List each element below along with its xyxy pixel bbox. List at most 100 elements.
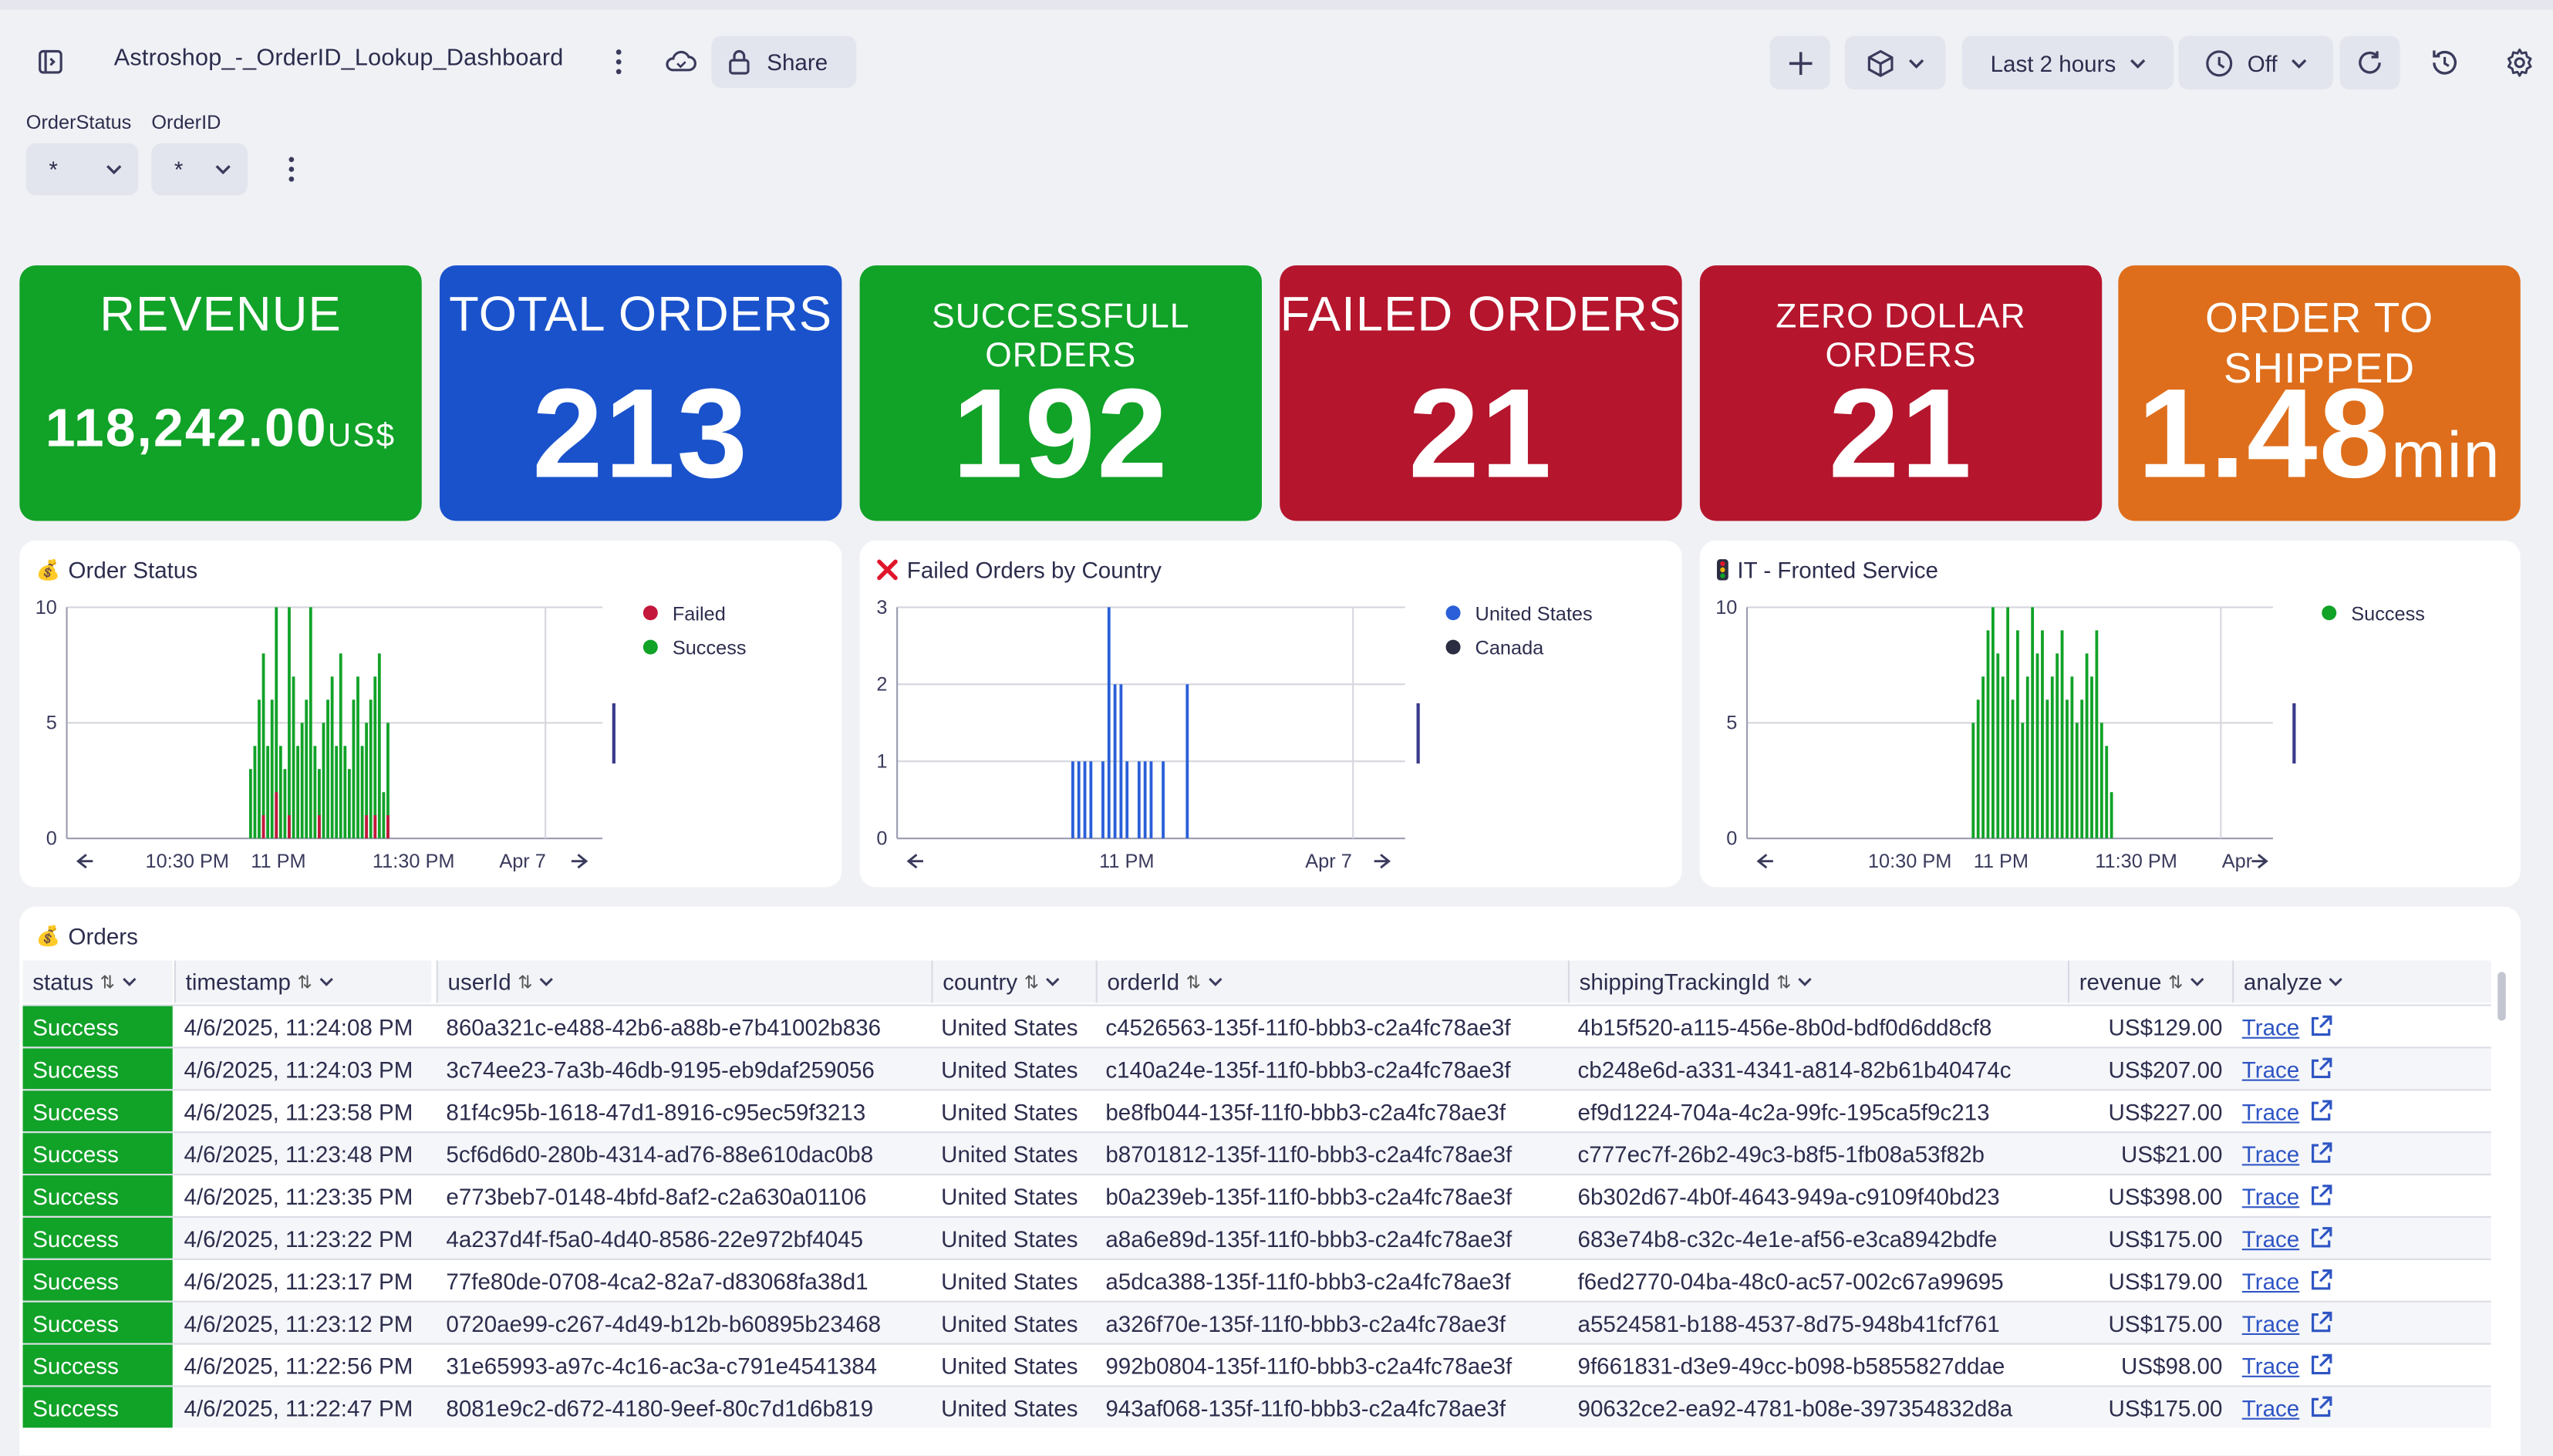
column-header-orderid[interactable]: orderId ⇅ [1095, 960, 1568, 1003]
auto-refresh-selector[interactable]: Off [2178, 35, 2334, 90]
column-header-status[interactable]: status ⇅ [22, 960, 173, 1003]
table-row[interactable]: Success 4/6/2025, 11:23:58 PM 81f4c95b-161… [22, 1089, 2491, 1132]
chevron-down-icon[interactable] [1207, 977, 1222, 987]
cell-analyze[interactable]: Trace [2232, 1387, 2491, 1428]
kpi-order-to-shipped-tile[interactable]: ORDER TO SHIPPED 1.48min [2118, 265, 2521, 521]
trace-link[interactable]: Trace [2241, 1013, 2300, 1040]
cell-analyze[interactable]: Trace [2232, 1218, 2491, 1259]
external-link-icon[interactable] [2309, 1395, 2334, 1420]
add-tile-button[interactable] [1769, 35, 1830, 90]
bar-united-states [1077, 761, 1081, 839]
column-header-shippingtrackingid[interactable]: shippingTrackingId ⇅ [1567, 960, 2068, 1003]
legend-item-success[interactable]: Success [642, 630, 747, 664]
chevron-down-icon[interactable] [1798, 977, 1813, 987]
sort-icon[interactable]: ⇅ [1024, 972, 1040, 993]
table-row[interactable]: Success 4/6/2025, 11:22:56 PM 31e65993-a97… [22, 1343, 2491, 1386]
column-header-country[interactable]: country ⇅ [931, 960, 1096, 1003]
order-status-chart[interactable]: 10 5 0 10:30 PM 11 PM 11:30 PM Apr 7 [19, 541, 841, 888]
sort-icon[interactable]: ⇅ [518, 972, 533, 993]
kpi-zero-dollar-orders-tile[interactable]: ZERO DOLLAR ORDERS 21 [1699, 265, 2103, 521]
chevron-down-icon[interactable] [121, 977, 136, 987]
chevron-down-icon[interactable] [1046, 977, 1061, 987]
column-header-timestamp[interactable]: timestamp ⇅ [174, 960, 432, 1003]
segments-dropdown[interactable] [1844, 35, 1946, 90]
cell-analyze[interactable]: Trace [2232, 1006, 2491, 1047]
sort-icon[interactable]: ⇅ [297, 972, 312, 993]
sort-icon[interactable]: ⇅ [1776, 972, 1792, 993]
external-link-icon[interactable] [2309, 1353, 2334, 1377]
external-link-icon[interactable] [2309, 1014, 2334, 1039]
trace-link[interactable]: Trace [2241, 1140, 2300, 1167]
bar-success [258, 699, 261, 839]
cell-analyze[interactable]: Trace [2232, 1090, 2491, 1131]
y-tick-label: 2 [876, 674, 887, 696]
external-link-icon[interactable] [2309, 1141, 2334, 1166]
bar-success [2056, 653, 2059, 839]
cell-analyze[interactable]: Trace [2232, 1345, 2491, 1386]
table-row[interactable]: Success 4/6/2025, 11:23:35 PM e773beb7-014… [22, 1174, 2491, 1216]
table-row[interactable]: Success 4/6/2025, 11:23:22 PM 4a237d4f-f5a… [22, 1215, 2491, 1259]
table-row[interactable]: Success 4/6/2025, 11:23:12 PM 0720ae99-c26… [22, 1300, 2491, 1343]
trace-link[interactable]: Trace [2241, 1352, 2300, 1378]
chevron-down-icon[interactable] [539, 977, 554, 987]
cell-analyze[interactable]: Trace [2232, 1260, 2491, 1301]
trace-link[interactable]: Trace [2241, 1309, 2300, 1336]
dashboard-title: Astroshop_-_OrderID_Lookup_Dashboard [113, 46, 564, 72]
refresh-button[interactable] [2339, 35, 2400, 90]
legend-dot-success [2322, 605, 2337, 621]
legend-item-success[interactable]: Success [2322, 596, 2425, 630]
filter-more-icon[interactable] [275, 153, 308, 185]
external-link-icon[interactable] [2309, 1268, 2334, 1293]
trace-link[interactable]: Trace [2241, 1182, 2300, 1209]
frontend-service-chart[interactable]: 10 5 0 10:30 PM 11 PM 11:30 PM Apr [1700, 541, 2521, 888]
trace-link[interactable]: Trace [2241, 1394, 2300, 1421]
bar-success [2011, 699, 2015, 839]
external-link-icon[interactable] [2309, 1310, 2334, 1335]
bar-success [335, 746, 339, 839]
legend-item-failed[interactable]: Failed [642, 596, 747, 630]
table-row[interactable]: Success 4/6/2025, 11:24:08 PM 860a321c-e48… [22, 1004, 2491, 1047]
trace-link[interactable]: Trace [2241, 1097, 2300, 1124]
table-row[interactable]: Success 4/6/2025, 11:23:17 PM 77fe80de-070… [22, 1258, 2491, 1301]
share-button[interactable]: Share [711, 35, 857, 88]
cell-analyze[interactable]: Trace [2232, 1175, 2491, 1216]
column-header-revenue[interactable]: revenue ⇅ [2067, 960, 2233, 1003]
kpi-successful-orders-tile[interactable]: SUCCESSFULL ORDERS 192 [859, 265, 1262, 521]
table-row[interactable]: Success 4/6/2025, 11:24:03 PM 3c74ee23-7a3… [22, 1046, 2491, 1090]
trace-link[interactable]: Trace [2241, 1225, 2300, 1252]
external-link-icon[interactable] [2309, 1226, 2334, 1251]
table-scrollbar[interactable] [2497, 972, 2506, 1021]
history-icon[interactable] [2424, 44, 2464, 79]
sort-icon[interactable]: ⇅ [2167, 972, 2184, 993]
sort-icon[interactable]: ⇅ [99, 972, 115, 993]
expand-sidebar-icon[interactable] [32, 44, 68, 79]
trace-link[interactable]: Trace [2241, 1055, 2300, 1082]
orderid-filter-select[interactable]: * [151, 143, 248, 196]
timeframe-selector[interactable]: Last 2 hours [1961, 35, 2174, 90]
external-link-icon[interactable] [2309, 1057, 2334, 1081]
legend-item-united-states[interactable]: United States [1445, 596, 1593, 630]
external-link-icon[interactable] [2309, 1184, 2334, 1208]
cell-analyze[interactable]: Trace [2232, 1133, 2491, 1174]
cloud-sync-icon[interactable] [661, 44, 700, 79]
kpi-total-orders-tile[interactable]: TOTAL ORDERS 213 [439, 265, 842, 521]
sort-icon[interactable]: ⇅ [1185, 972, 1201, 993]
chevron-down-icon[interactable] [2329, 977, 2343, 987]
legend-item-canada[interactable]: Canada [1445, 630, 1593, 664]
failed-orders-chart[interactable]: 3 2 1 0 11 PM Apr 7 [860, 541, 1682, 888]
column-header-analyze[interactable]: analyze [2232, 960, 2491, 1003]
table-row[interactable]: Success 4/6/2025, 11:22:47 PM 8081e9c2-d67… [22, 1385, 2491, 1428]
kpi-revenue-tile[interactable]: REVENUE 118,242.00US$ [19, 265, 422, 521]
settings-gear-icon[interactable] [2499, 44, 2538, 79]
cell-analyze[interactable]: Trace [2232, 1048, 2491, 1089]
chevron-down-icon[interactable] [319, 977, 333, 987]
column-header-userid[interactable]: userId ⇅ [436, 960, 932, 1003]
trace-link[interactable]: Trace [2241, 1267, 2300, 1294]
cell-analyze[interactable]: Trace [2232, 1303, 2491, 1343]
more-vertical-icon[interactable] [601, 44, 636, 79]
orderstatus-filter-select[interactable]: * [25, 143, 139, 196]
table-row[interactable]: Success 4/6/2025, 11:23:48 PM 5cf6d6d0-280… [22, 1131, 2491, 1175]
kpi-failed-orders-tile[interactable]: FAILED ORDERS 21 [1280, 265, 1682, 521]
external-link-icon[interactable] [2309, 1099, 2334, 1124]
chevron-down-icon[interactable] [2190, 977, 2204, 987]
